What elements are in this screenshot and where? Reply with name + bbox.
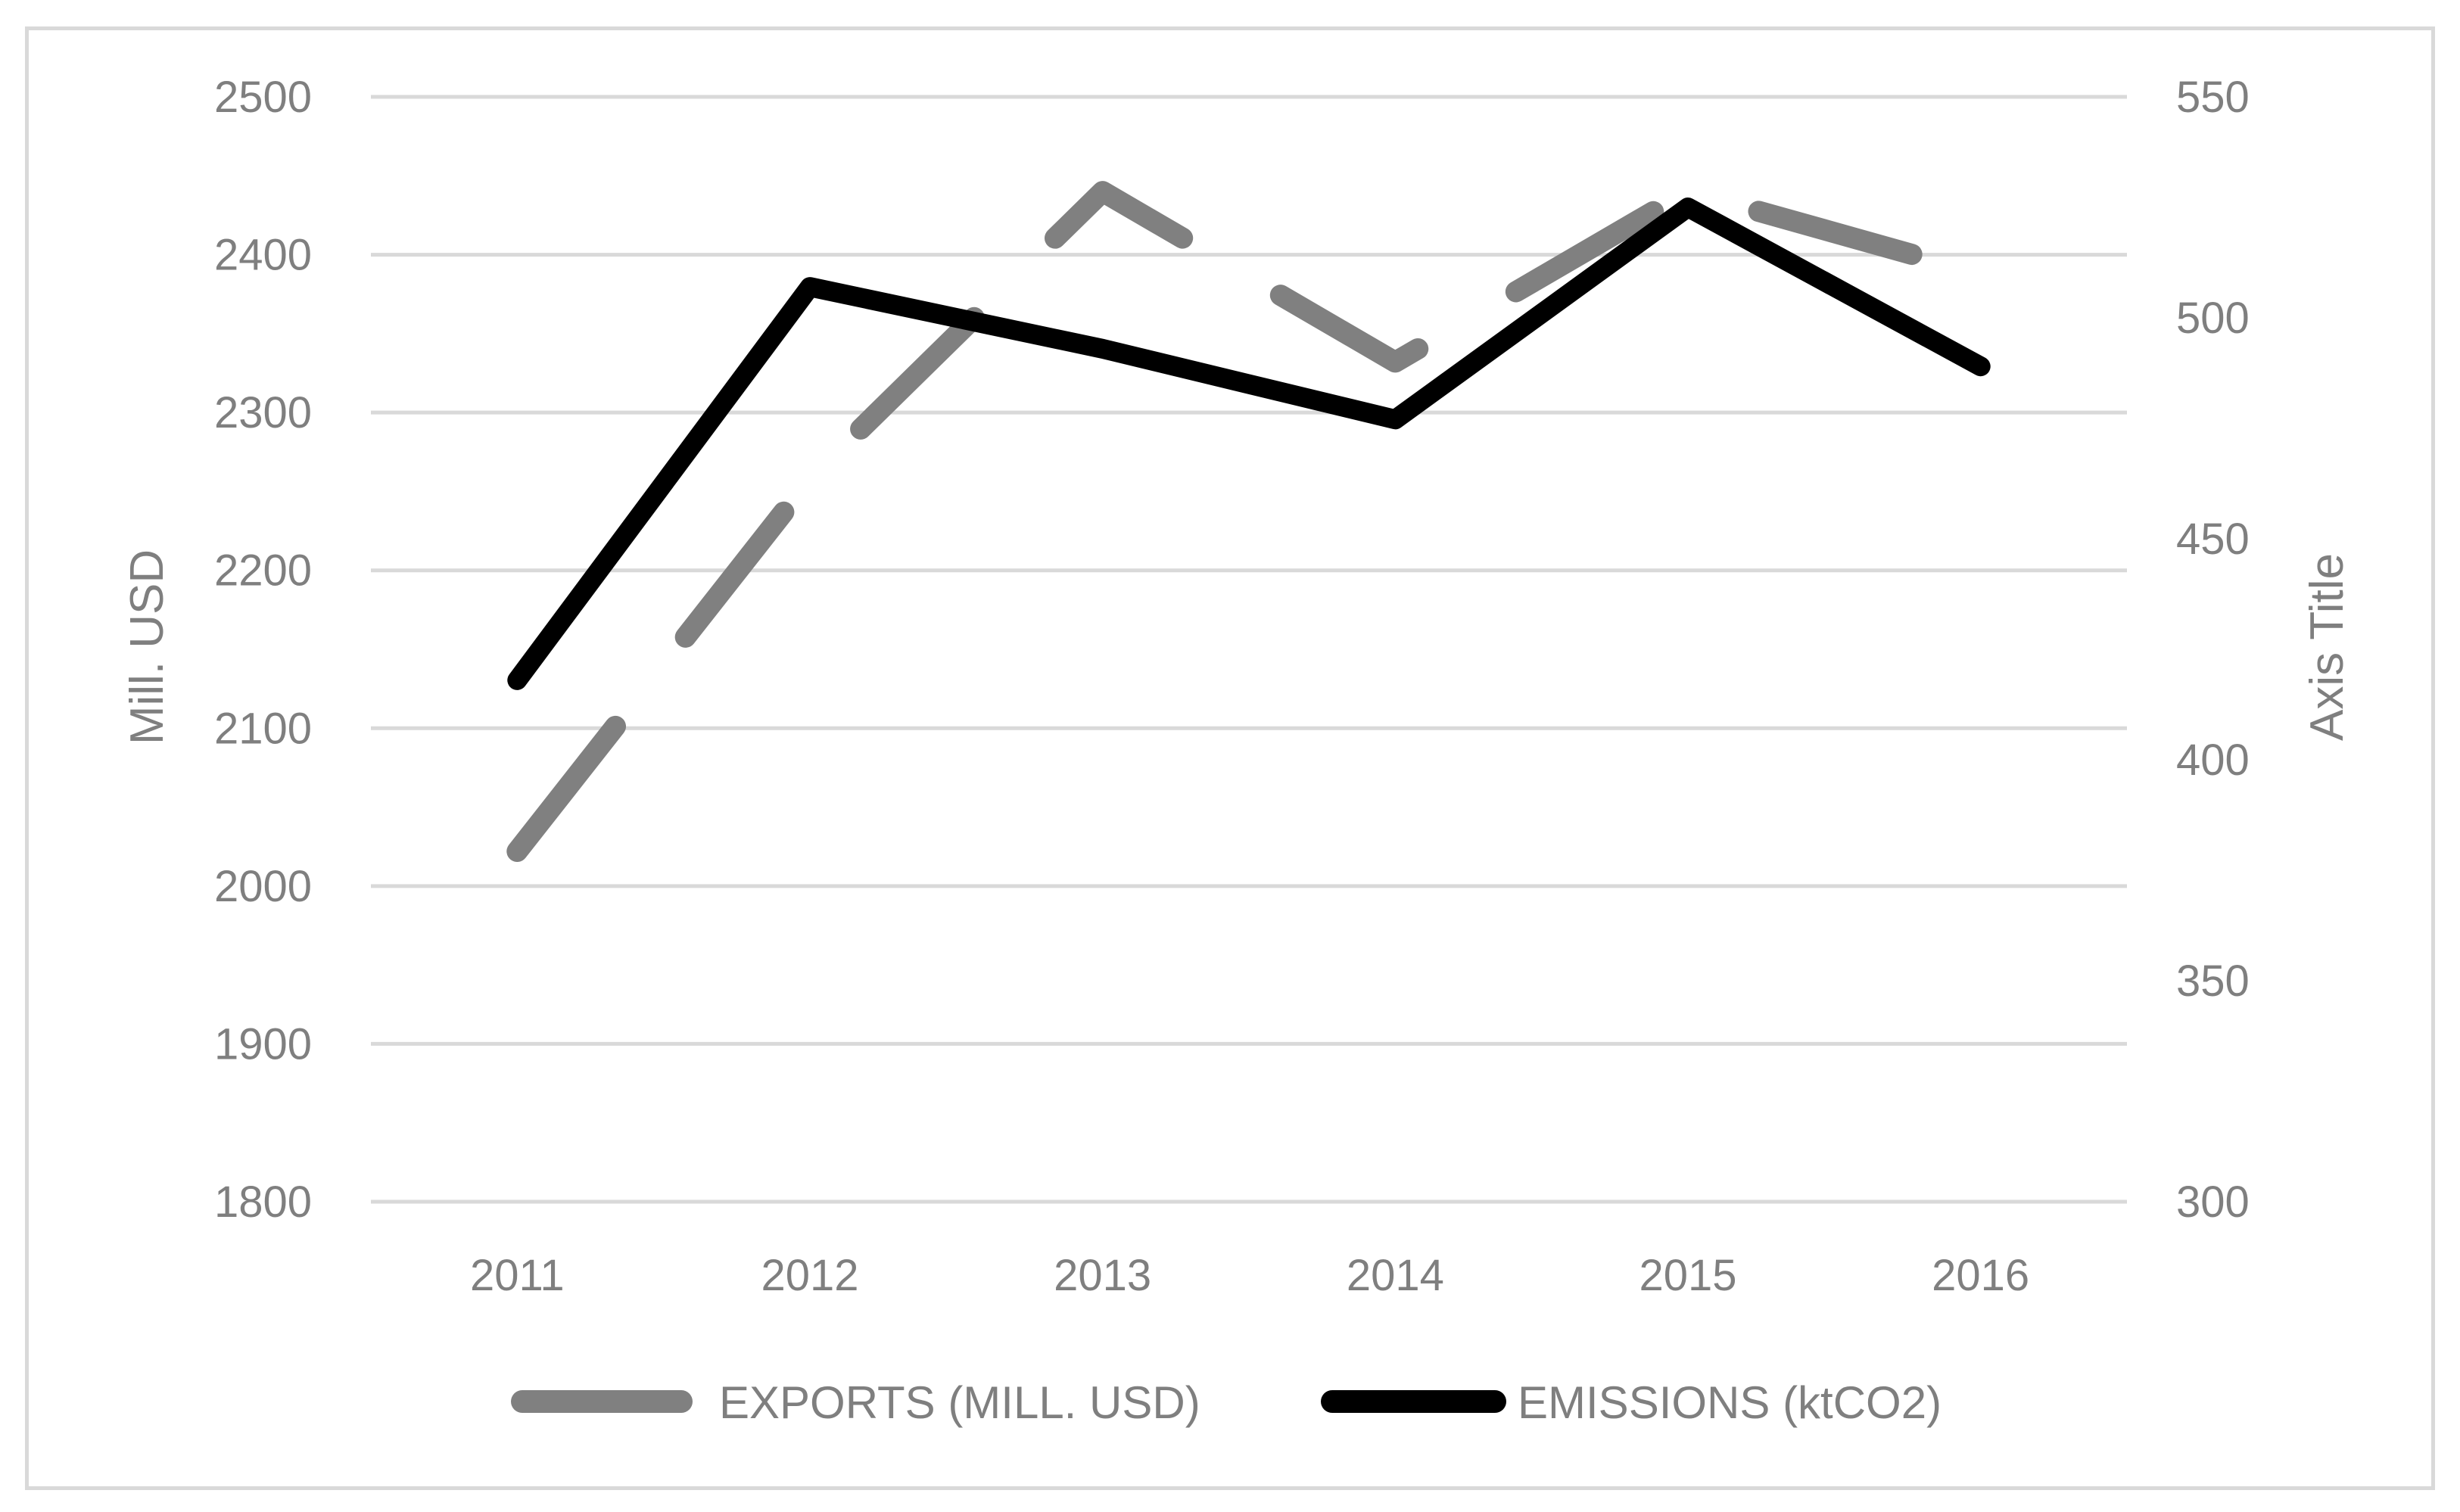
legend: EXPORTS (MILL. USD) EMISSIONS (ktCO2) (511, 1377, 1942, 1428)
left-tick-label: 2500 (214, 73, 312, 122)
right-tick-label: 550 (2176, 73, 2250, 122)
x-tick-label: 2013 (1054, 1251, 1151, 1300)
left-tick-label: 2300 (214, 388, 312, 437)
legend-label-exports: EXPORTS (MILL. USD) (719, 1377, 1200, 1428)
legend-item-exports: EXPORTS (MILL. USD) (511, 1377, 1200, 1428)
x-tick-label: 2014 (1347, 1251, 1444, 1300)
x-tick-label: 2011 (470, 1251, 565, 1300)
left-tick-label: 2000 (214, 862, 312, 911)
x-tick-label: 2016 (1932, 1251, 2029, 1300)
right-tick-label: 400 (2176, 736, 2250, 785)
gridlines (371, 95, 2127, 1204)
series-lines (506, 181, 1991, 862)
right-tick-label: 450 (2176, 515, 2250, 564)
left-tick-label: 2100 (214, 704, 312, 753)
right-tick-label: 300 (2176, 1178, 2250, 1227)
right-axis-ticks: 300 350 400 450 500 550 (2176, 73, 2250, 1227)
x-axis-ticks: 2011 2012 2013 2014 2015 2016 (470, 1251, 2029, 1300)
legend-item-emissions: EMISSIONS (ktCO2) (1321, 1377, 1942, 1428)
series-line-emissions (507, 198, 1991, 690)
right-axis-title: Axis Title (2301, 553, 2353, 741)
series-line-exports (506, 181, 1991, 862)
x-tick-label: 2015 (1639, 1251, 1736, 1300)
left-axis-title: Mill. USD (121, 549, 173, 745)
left-axis-ticks: 1800 1900 2000 2100 2200 2300 2400 2500 (214, 73, 312, 1227)
x-tick-label: 2012 (761, 1251, 858, 1300)
right-tick-label: 500 (2176, 294, 2250, 343)
right-tick-label: 350 (2176, 957, 2250, 1006)
left-tick-label: 2200 (214, 546, 312, 596)
left-tick-label: 2400 (214, 231, 312, 280)
left-tick-label: 1900 (214, 1019, 312, 1069)
legend-label-emissions: EMISSIONS (ktCO2) (1518, 1377, 1942, 1428)
left-tick-label: 1800 (214, 1178, 312, 1227)
chart-frame (25, 26, 2435, 1490)
